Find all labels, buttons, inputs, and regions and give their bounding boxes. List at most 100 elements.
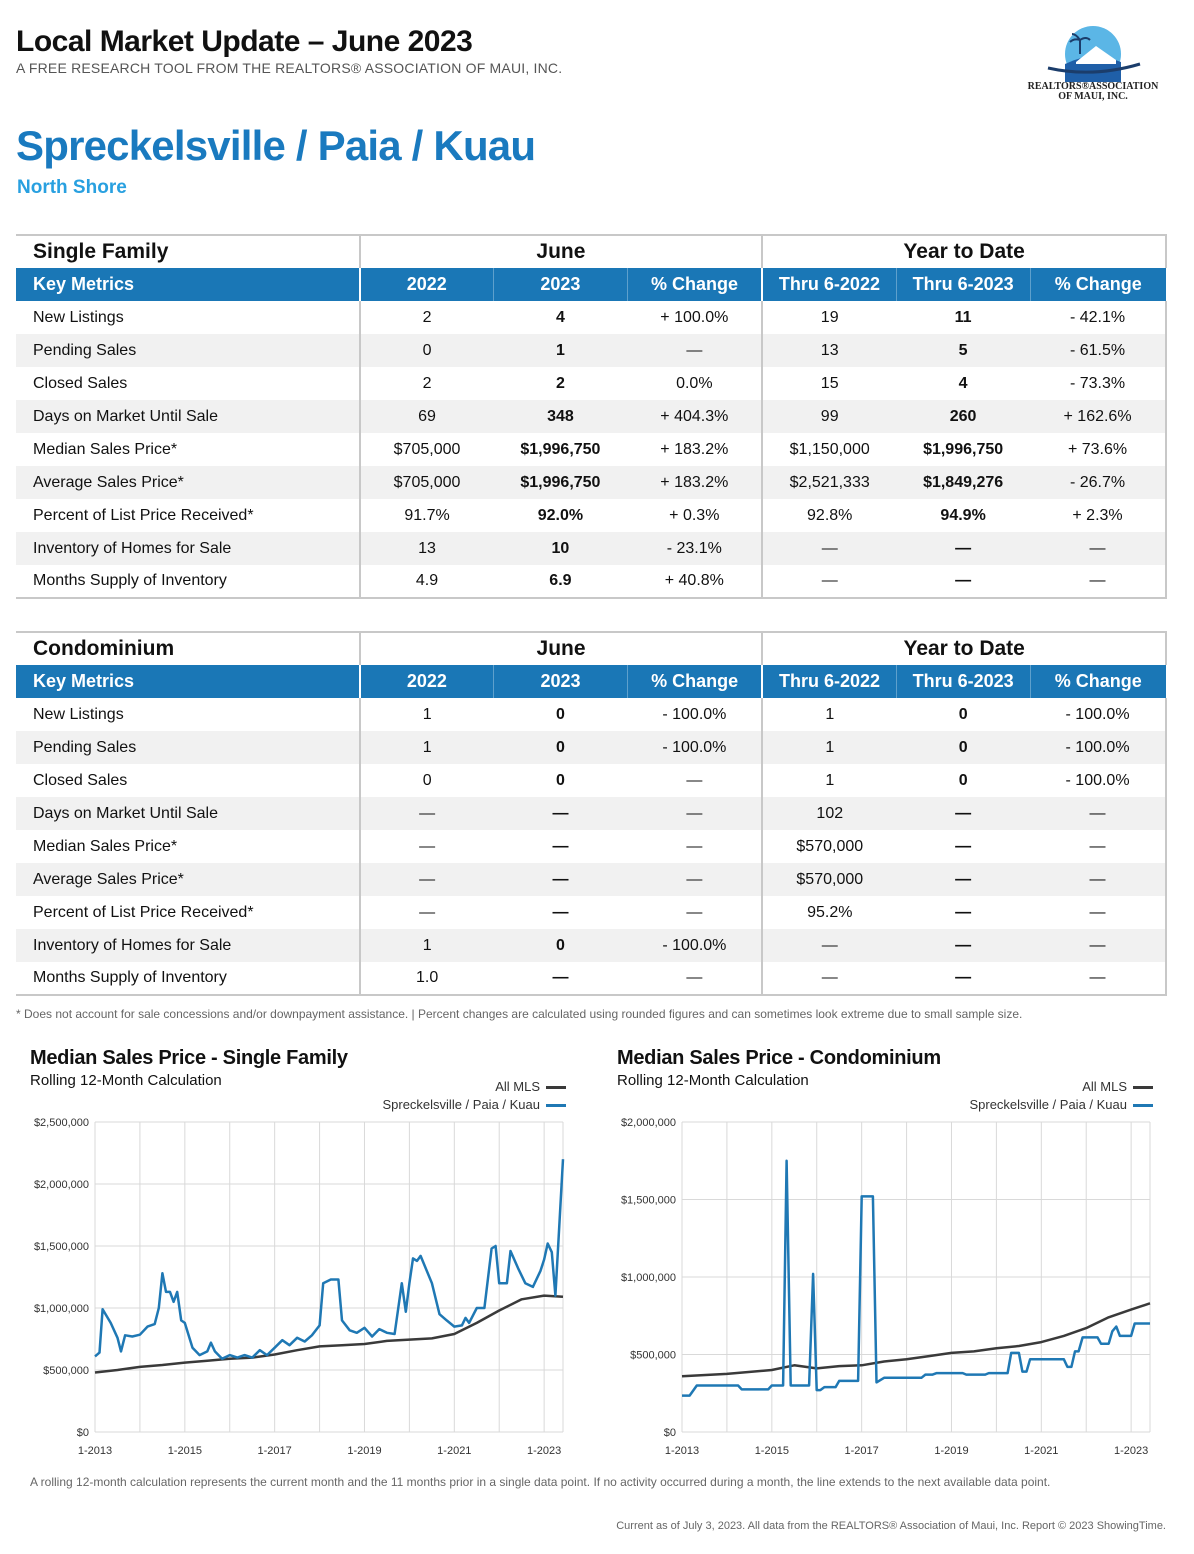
y-tick-label: $1,000,000: [621, 1272, 676, 1284]
column-header: Thru 6-2023: [895, 665, 1031, 698]
metric-value: —: [896, 863, 1031, 896]
chart-legend: All MLS Spreckelsville / Paia / Kuau: [300, 1078, 566, 1114]
metric-value: $2,521,333: [761, 466, 897, 499]
chart-subtitle: Rolling 12-Month Calculation: [617, 1072, 809, 1089]
metric-value: + 0.3%: [669, 506, 720, 524]
metric-label: Pending Sales: [16, 731, 360, 764]
metric-label: Closed Sales: [33, 771, 128, 789]
metric-value: 92.8%: [761, 499, 897, 532]
metric-value: 91.7%: [358, 499, 494, 532]
column-header-row: Key Metrics 2022 2023 % Change Thru 6-20…: [16, 665, 1166, 698]
metric-value: —: [686, 771, 703, 789]
table-row: Inventory of Homes for Sale 1 0- 100.0% — — —: [16, 929, 1167, 962]
metric-value: —: [761, 962, 897, 996]
y-tick-label: $2,500,000: [34, 1117, 89, 1129]
column-header: Key Metrics: [16, 665, 360, 698]
legend-label: Spreckelsville / Paia / Kuau: [969, 1097, 1127, 1112]
y-tick-label: $1,500,000: [621, 1195, 676, 1207]
x-tick-label: 1-2017: [845, 1445, 879, 1457]
metric-value: 19: [761, 301, 897, 334]
metric-value: —: [955, 903, 972, 921]
metric-value: + 73.6%: [1030, 433, 1167, 466]
table-title: Single Family: [16, 234, 360, 268]
x-tick-label: 1-2021: [437, 1445, 471, 1457]
metric-label: New Listings: [33, 308, 124, 326]
metric-label: Average Sales Price*: [16, 466, 360, 499]
metric-value: —: [627, 863, 763, 896]
metric-label: Closed Sales: [33, 374, 128, 392]
single-family-table: Single Family June Year to Date Key Metr…: [16, 234, 1167, 599]
metric-value: $570,000: [761, 863, 897, 896]
column-header: 2023: [493, 665, 628, 698]
logo-text-line1: REALTORS®ASSOCIATION: [1027, 81, 1159, 92]
column-header-row: Key Metrics 2022 2023 % Change Thru 6-20…: [16, 268, 1166, 301]
metric-value: - 100.0%: [627, 731, 763, 764]
x-tick-label: 1-2013: [78, 1445, 112, 1457]
metric-value: 2: [555, 374, 565, 392]
metric-value: —: [627, 797, 763, 830]
metric-value: —: [1030, 896, 1167, 929]
metric-value: - 26.7%: [1030, 466, 1167, 499]
metric-value: - 23.1%: [627, 532, 763, 565]
metric-value: —: [761, 929, 897, 962]
metric-value: 4.9: [358, 565, 494, 599]
region-title: North Shore: [17, 177, 127, 198]
report-header: Local Market Update – June 2023 A FREE R…: [16, 26, 563, 77]
table-row: Percent of List Price Received* 91.7% 92.0…: [16, 499, 1167, 532]
median-price-condominium-chart: $0 $500,000 $1,000,000 $1,500,000 $2,000,000…: [621, 1117, 1151, 1457]
table-row: Months Supply of Inventory 1.0— — — — —: [16, 962, 1167, 996]
metric-value: —: [896, 565, 1031, 599]
column-header: 2022: [358, 665, 494, 698]
metric-value: 1: [761, 698, 897, 731]
logo-icon: [1047, 26, 1141, 82]
chart-title: Median Sales Price - Condominium: [617, 1047, 941, 1069]
metric-value: —: [1030, 962, 1167, 996]
metric-value: 0.0%: [676, 374, 713, 392]
condominium-table: Condominium June Year to Date Key Metric…: [16, 631, 1167, 996]
metric-value: —: [761, 565, 897, 599]
table-row: Inventory of Homes for Sale 13 10- 23.1% — —…: [16, 532, 1167, 565]
column-header: % Change: [1029, 665, 1166, 698]
metric-value: 13: [358, 532, 494, 565]
metric-value: 102: [761, 797, 897, 830]
period-june-header: June: [358, 631, 763, 665]
column-header: 2023: [492, 268, 628, 301]
metric-value: —: [896, 929, 1031, 962]
table-row: Median Sales Price* — — — $570,000 — —: [16, 830, 1167, 863]
legend-swatch: [546, 1085, 566, 1089]
association-logo: REALTORS®ASSOCIATION OF MAUI, INC.: [1018, 24, 1168, 104]
metric-value: $1,849,276: [896, 466, 1031, 499]
metric-label: Median Sales Price*: [33, 837, 178, 855]
metric-value: —: [686, 837, 703, 855]
metric-value: 95.2%: [761, 896, 897, 929]
metric-value: $1,996,750: [923, 440, 1004, 458]
metric-value: 1: [358, 929, 494, 962]
metric-value: 92.0%: [537, 506, 584, 524]
metric-label: Days on Market Until Sale: [16, 400, 360, 433]
column-header: 2022: [358, 268, 494, 301]
x-tick-label: 1-2023: [527, 1445, 561, 1457]
metric-value: —: [493, 962, 628, 996]
metric-value: 1: [761, 731, 897, 764]
y-tick-label: $0: [77, 1427, 89, 1439]
metric-value: —: [493, 863, 628, 896]
metric-label: Months Supply of Inventory: [16, 565, 360, 599]
x-tick-label: 1-2019: [934, 1445, 968, 1457]
report-subtitle: A FREE RESEARCH TOOL FROM THE REALTORS® …: [16, 60, 563, 76]
metric-value: + 2.3%: [1030, 499, 1167, 532]
metric-value: 1: [358, 698, 494, 731]
x-tick-label: 1-2021: [1024, 1445, 1058, 1457]
rolling-note: A rolling 12-month calculation represent…: [30, 1475, 1051, 1489]
table-row: New Listings 1 0 - 100.0% 1 0 - 100.0%: [16, 698, 1167, 731]
page-footer: Current as of July 3, 2023. All data fro…: [616, 1520, 1166, 1532]
chart-title: Median Sales Price - Single Family: [30, 1047, 348, 1069]
metric-value: 69: [358, 400, 494, 433]
series-line-all-mls: [681, 1302, 1151, 1378]
column-header: % Change: [1029, 268, 1166, 301]
y-tick-label: $2,000,000: [621, 1117, 676, 1129]
legend-swatch: [1133, 1085, 1153, 1089]
x-tick-label: 1-2015: [168, 1445, 202, 1457]
metric-value: + 162.6%: [1030, 400, 1167, 433]
table-row: New Listings 2 4 + 100.0% 19 11 - 42.1%: [16, 301, 1167, 334]
metric-value: 0: [958, 705, 968, 723]
